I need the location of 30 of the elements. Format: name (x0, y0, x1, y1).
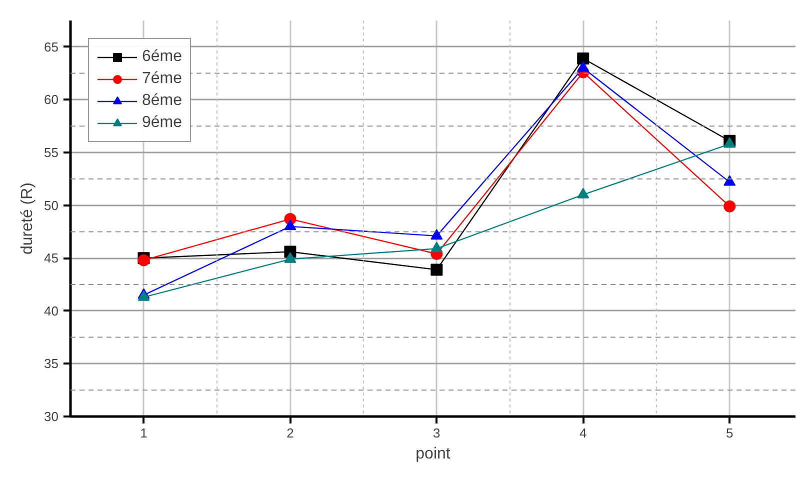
y-axis-title: dureté (R) (19, 182, 36, 255)
y-tick-label: 35 (44, 356, 59, 372)
point (577, 188, 590, 198)
legend-label: 7éme (142, 70, 182, 88)
point (284, 220, 296, 230)
y-tick-label: 55 (44, 145, 59, 160)
point (724, 175, 736, 186)
x-tick-label: 3 (433, 426, 440, 440)
legend-label: 8éme (142, 92, 182, 110)
legend-label: 6éme (142, 48, 182, 66)
point (724, 200, 736, 212)
x-tick-label: 4 (580, 426, 587, 440)
x-tick-label: 1 (140, 426, 148, 440)
point (430, 229, 443, 240)
x-axis-title: point (416, 446, 451, 462)
y-tick-label: 45 (44, 250, 59, 266)
point (430, 264, 443, 276)
y-tick-label: 60 (44, 92, 59, 108)
point (577, 61, 590, 72)
x-tick-label: 5 (726, 426, 734, 440)
y-tick-label: 50 (44, 198, 59, 213)
y-tick-label: 40 (44, 303, 59, 318)
point (724, 137, 736, 148)
legend-label: 9éme (142, 114, 182, 132)
x-tick-label: 2 (286, 426, 294, 440)
point (577, 52, 590, 65)
y-tick-label: 30 (44, 409, 59, 424)
point (284, 252, 296, 263)
y-tick-label: 65 (44, 39, 59, 54)
point (430, 242, 443, 252)
